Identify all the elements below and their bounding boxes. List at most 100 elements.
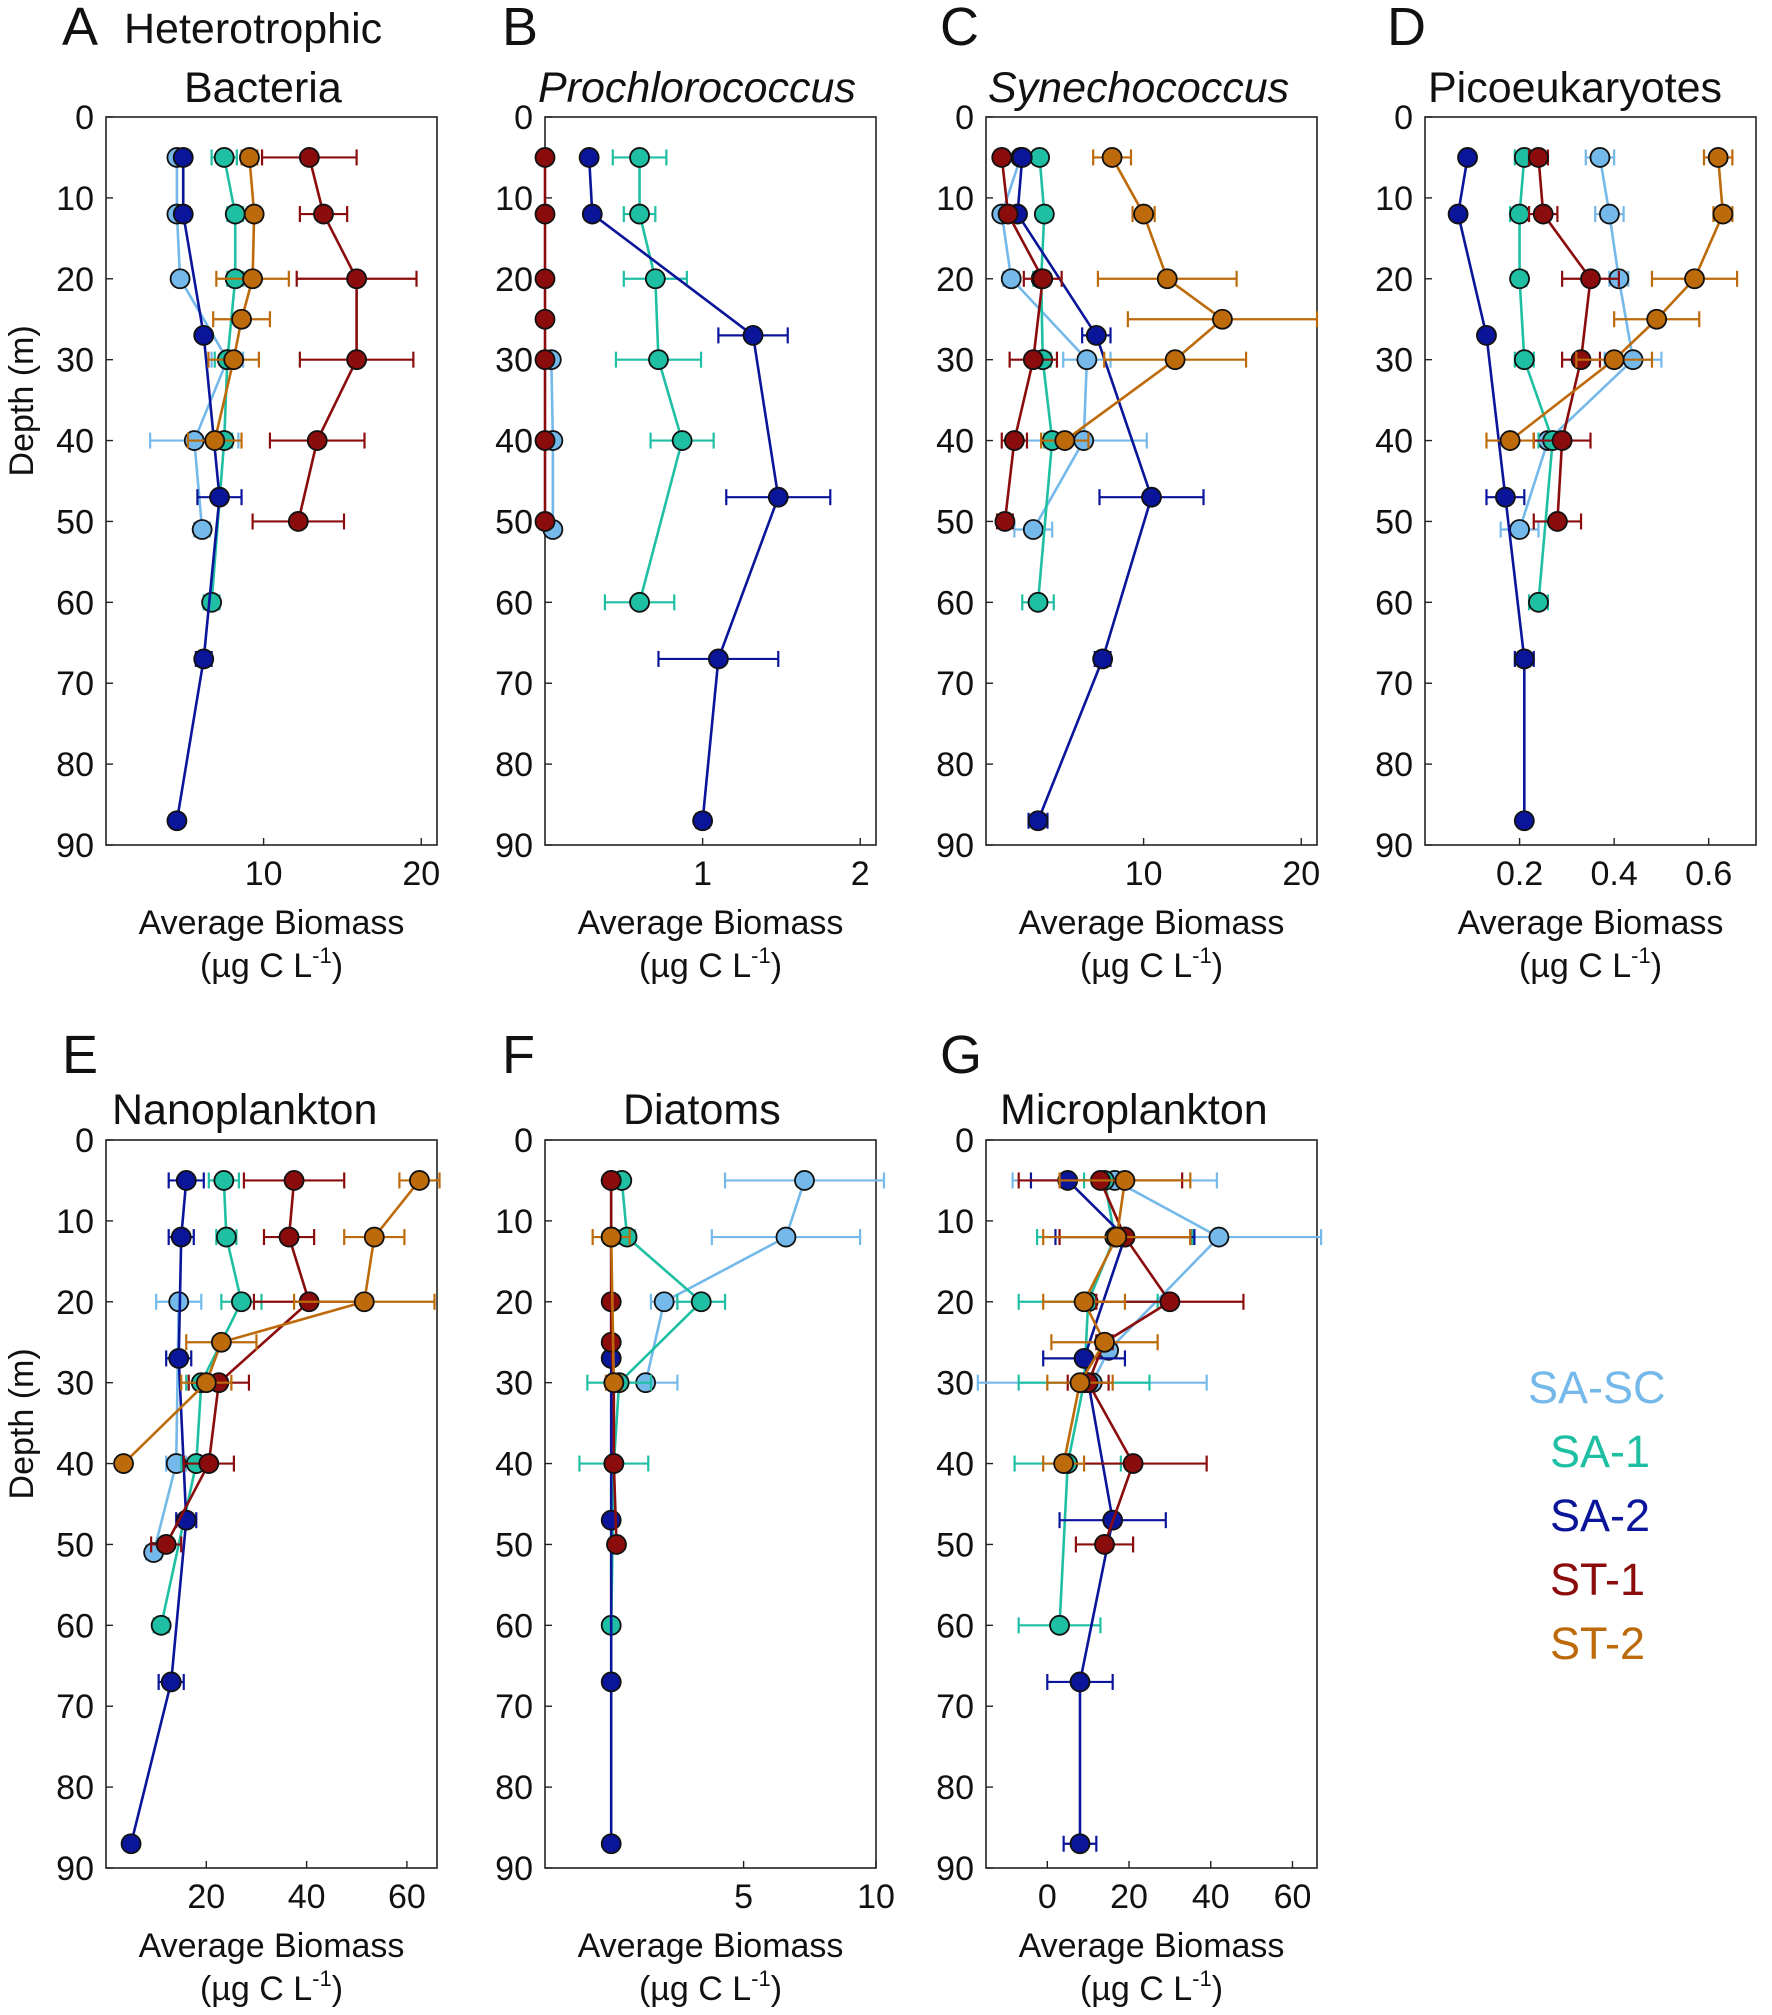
y-tick-label-g: 20 [936,1284,974,1322]
y-tick-label-c: 20 [936,261,974,299]
plot-frame-c [985,116,1318,846]
data-point-e-sa-1 [231,1291,252,1313]
data-point-a-sa-2 [172,147,194,168]
panel-letter-a: A [62,0,98,57]
x-axis-unit-g: (µg C L-1) [1080,1966,1223,2008]
data-point-b-sa-1 [629,591,650,613]
data-point-a-st-1 [287,511,309,532]
data-point-d-st-1 [1551,430,1573,451]
data-point-b-sa-2 [767,486,789,508]
data-point-d-st-1 [1547,511,1568,532]
y-tick-label-b: 30 [495,342,533,380]
y-tick-label-c: 70 [936,665,974,703]
data-point-c-st-2 [1164,349,1186,371]
series-line-d-sa-2 [1456,157,1526,821]
data-point-b-sa-1 [644,268,666,290]
data-point-a-sa-2 [193,324,215,346]
data-point-c-sa-2 [1011,147,1033,168]
data-point-e-st-2 [409,1170,430,1191]
y-tick-label-d: 80 [1375,746,1413,784]
x-tick-label-c: 20 [1282,855,1320,893]
y-tick-label-f: 30 [495,1365,533,1403]
series-d-st-2 [1485,147,1739,451]
y-tick-label-g: 70 [936,1688,974,1726]
data-point-a-sa-sc [169,268,191,290]
y-tick-label-b: 80 [495,746,533,784]
y-tick-label-f: 80 [495,1769,533,1807]
x-axis-unit-d: (µg C L-1) [1519,943,1662,985]
data-point-d-sa-sc [1589,147,1611,168]
y-tick-label-c: 0 [955,99,974,137]
legend-label-st-1: ST-1 [1550,1554,1645,1605]
y-tick-label-c: 10 [936,180,974,218]
y-axis-label-e: Depth (m) [3,1348,41,1499]
legend-label-sa-sc: SA-SC [1528,1362,1666,1413]
series-g-st-2 [1042,1170,1192,1474]
data-point-e-st-1 [198,1453,220,1474]
data-point-f-sa-2 [600,1833,622,1855]
data-point-a-st-1 [346,268,368,290]
panel-title-c: Synechococcus [988,64,1289,112]
data-point-b-st-1 [534,430,556,451]
y-tick-label-d: 30 [1375,342,1413,380]
series-c-sa-2 [1007,147,1205,832]
y-tick-label-a: 30 [56,342,94,380]
series-e-st-2 [113,1170,441,1474]
y-tick-label-d: 70 [1375,665,1413,703]
y-tick-label-b: 60 [495,584,533,622]
y-tick-label-e: 80 [56,1769,94,1807]
y-tick-label-d: 20 [1375,261,1413,299]
x-tick-label-f: 5 [734,1878,753,1916]
y-tick-label-e: 50 [56,1526,94,1564]
plot-frame-e [105,1139,438,1869]
data-point-a-st-1 [298,147,320,168]
y-tick-label-f: 90 [495,1850,533,1888]
y-tick-label-b: 0 [514,99,533,137]
x-tick-label-e: 60 [388,1878,426,1916]
y-tick-label-c: 60 [936,584,974,622]
series-line-b-sa-2 [587,157,780,821]
y-tick-label-c: 40 [936,423,974,461]
data-point-f-st-1 [606,1534,627,1555]
data-point-b-st-1 [534,308,556,330]
data-point-c-st-1 [1003,430,1025,451]
data-point-d-st-1 [1580,268,1601,290]
legend-label-st-2: ST-2 [1550,1618,1645,1669]
data-point-c-sa-1 [1027,591,1049,613]
y-tick-label-c: 90 [936,827,974,865]
data-point-d-sa-1 [1513,349,1535,371]
x-tick-label-a: 10 [245,855,283,893]
data-point-g-sa-2 [1069,1833,1091,1855]
y-tick-label-f: 40 [495,1446,533,1484]
y-tick-label-a: 60 [56,584,94,622]
x-axis-unit-f: (µg C L-1) [639,1966,782,2008]
data-point-f-st-1 [600,1331,622,1353]
plot-frame-g [985,1139,1318,1869]
data-point-d-st-2 [1603,349,1625,371]
data-point-d-sa-2 [1476,324,1497,346]
data-point-b-sa-2 [742,324,764,346]
series-line-e-st-2 [122,1179,421,1465]
data-point-a-st-2 [204,430,226,451]
x-axis-unit-e: (µg C L-1) [200,1966,343,2008]
series-line-f-sa-sc [644,1180,806,1383]
y-tick-label-e: 20 [56,1284,94,1322]
data-point-a-sa-1 [224,203,246,225]
data-point-g-st-2 [1106,1226,1128,1248]
x-axis-label-f: Average Biomass [578,1927,844,1965]
data-point-g-sa-2 [1069,1671,1091,1693]
data-point-f-sa-2 [600,1509,622,1531]
data-point-c-sa-2 [1027,810,1049,832]
series-a-st-2 [186,147,290,451]
x-axis-label-d: Average Biomass [1458,904,1724,942]
data-point-d-st-2 [1712,203,1734,225]
y-tick-label-d: 0 [1394,99,1413,137]
panel-title-b: Prochlorococcus [538,64,856,112]
y-tick-label-g: 80 [936,1769,974,1807]
y-tick-label-c: 30 [936,342,974,380]
data-point-a-st-1 [313,203,334,225]
data-point-c-sa-1 [1029,147,1050,168]
data-point-d-st-2 [1499,430,1521,451]
data-point-d-sa-1 [1509,268,1530,290]
data-point-a-sa-1 [213,147,235,168]
